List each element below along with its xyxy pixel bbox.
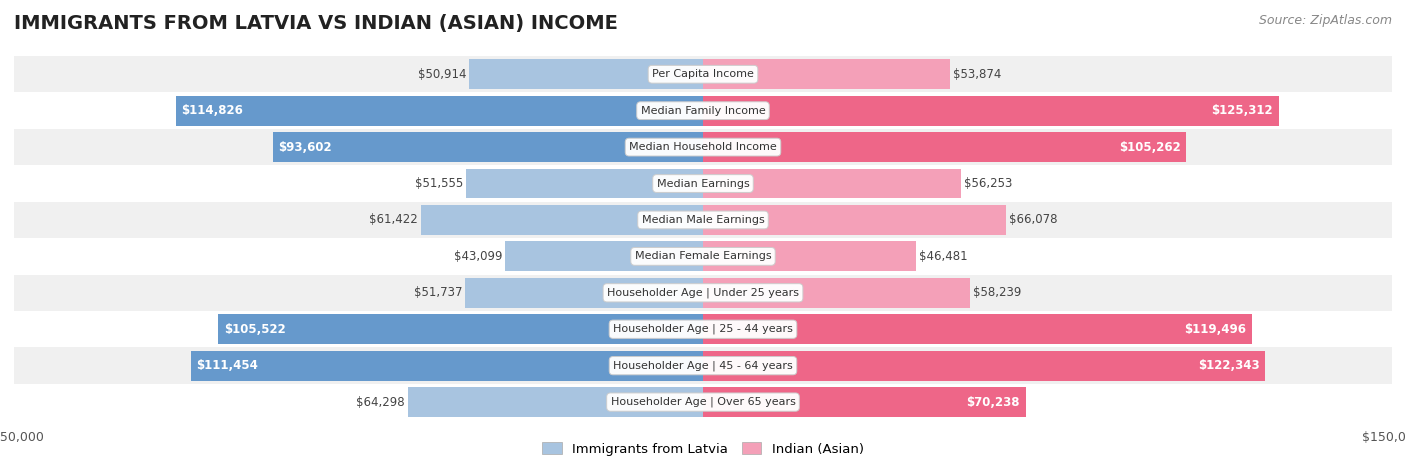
Bar [14, 275, 1392, 311]
Text: Householder Age | 45 - 64 years: Householder Age | 45 - 64 years [613, 361, 793, 371]
Text: $125,312: $125,312 [1212, 104, 1272, 117]
Bar [703, 387, 1025, 417]
Bar [465, 278, 703, 308]
Text: $64,298: $64,298 [356, 396, 405, 409]
Bar [703, 314, 1251, 344]
Text: $53,874: $53,874 [953, 68, 1001, 81]
Text: $105,262: $105,262 [1119, 141, 1181, 154]
Bar [467, 169, 703, 198]
Text: Median Family Income: Median Family Income [641, 106, 765, 116]
Bar [14, 202, 1392, 238]
Bar [420, 205, 703, 235]
Bar [703, 351, 1265, 381]
Text: $46,481: $46,481 [920, 250, 967, 263]
Text: $50,914: $50,914 [418, 68, 467, 81]
Bar [470, 59, 703, 89]
Bar [703, 59, 950, 89]
Bar [273, 132, 703, 162]
Bar [14, 238, 1392, 275]
Bar [14, 165, 1392, 202]
Text: $58,239: $58,239 [973, 286, 1022, 299]
Text: $70,238: $70,238 [966, 396, 1021, 409]
Text: $114,826: $114,826 [181, 104, 243, 117]
Text: $105,522: $105,522 [224, 323, 285, 336]
Text: $43,099: $43,099 [454, 250, 502, 263]
Text: $66,078: $66,078 [1010, 213, 1057, 226]
Bar [703, 205, 1007, 235]
Bar [14, 129, 1392, 165]
Bar [703, 96, 1278, 126]
Text: Median Male Earnings: Median Male Earnings [641, 215, 765, 225]
Bar [14, 311, 1392, 347]
Text: $119,496: $119,496 [1184, 323, 1246, 336]
Bar [703, 132, 1187, 162]
Text: Householder Age | Under 25 years: Householder Age | Under 25 years [607, 288, 799, 298]
Bar [408, 387, 703, 417]
Text: Median Female Earnings: Median Female Earnings [634, 251, 772, 262]
Text: $111,454: $111,454 [197, 359, 259, 372]
Text: Median Earnings: Median Earnings [657, 178, 749, 189]
Text: Per Capita Income: Per Capita Income [652, 69, 754, 79]
Bar [218, 314, 703, 344]
Bar [14, 347, 1392, 384]
Text: $51,555: $51,555 [415, 177, 464, 190]
Text: $56,253: $56,253 [965, 177, 1012, 190]
Bar [703, 241, 917, 271]
Text: $93,602: $93,602 [278, 141, 332, 154]
Legend: Immigrants from Latvia, Indian (Asian): Immigrants from Latvia, Indian (Asian) [537, 437, 869, 461]
Bar [14, 56, 1392, 92]
Text: $51,737: $51,737 [415, 286, 463, 299]
Bar [176, 96, 703, 126]
Text: Median Household Income: Median Household Income [628, 142, 778, 152]
Bar [14, 92, 1392, 129]
Bar [703, 169, 962, 198]
Text: Householder Age | 25 - 44 years: Householder Age | 25 - 44 years [613, 324, 793, 334]
Text: IMMIGRANTS FROM LATVIA VS INDIAN (ASIAN) INCOME: IMMIGRANTS FROM LATVIA VS INDIAN (ASIAN)… [14, 14, 617, 33]
Text: Source: ZipAtlas.com: Source: ZipAtlas.com [1258, 14, 1392, 27]
Bar [14, 384, 1392, 420]
Text: $61,422: $61,422 [370, 213, 418, 226]
Bar [703, 278, 970, 308]
Bar [505, 241, 703, 271]
Text: $122,343: $122,343 [1198, 359, 1260, 372]
Text: Householder Age | Over 65 years: Householder Age | Over 65 years [610, 397, 796, 407]
Bar [191, 351, 703, 381]
